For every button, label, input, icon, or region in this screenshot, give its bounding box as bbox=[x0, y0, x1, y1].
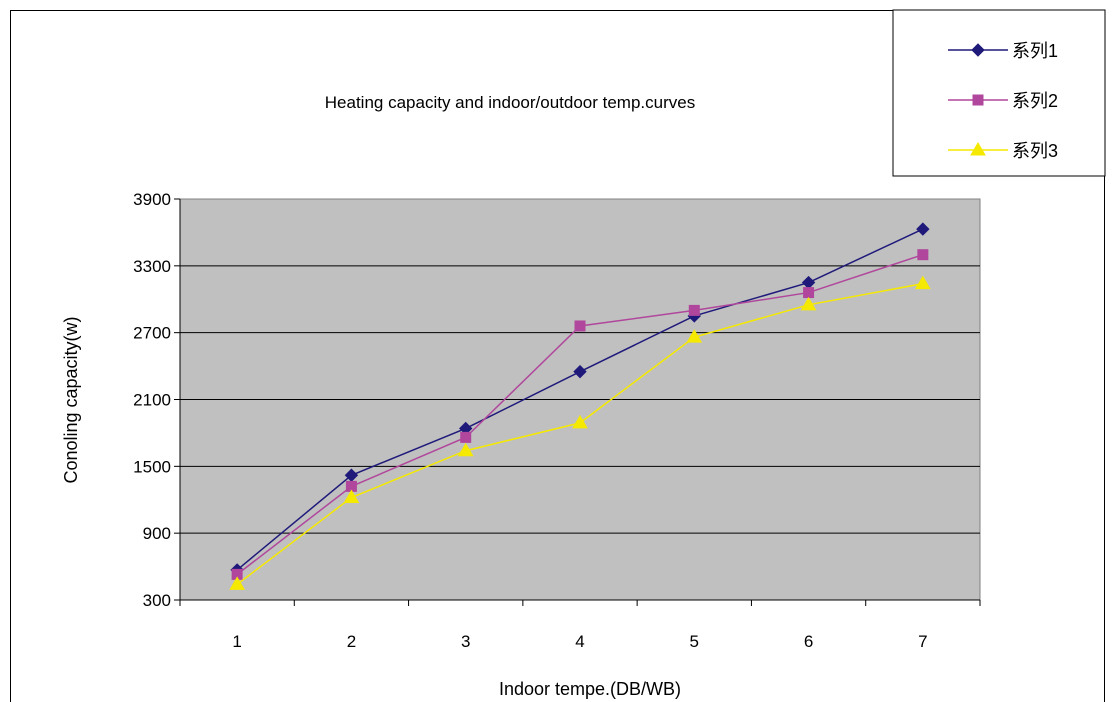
y-tick-label: 300 bbox=[143, 591, 171, 610]
y-tick-label: 3300 bbox=[133, 257, 171, 276]
chart-title: Heating capacity and indoor/outdoor temp… bbox=[325, 93, 695, 112]
x-tick-label: 4 bbox=[575, 632, 584, 651]
x-tick-label: 5 bbox=[690, 632, 699, 651]
legend-label: 系列1 bbox=[1012, 41, 1058, 61]
x-tick-label: 2 bbox=[347, 632, 356, 651]
legend-label: 系列3 bbox=[1012, 141, 1058, 161]
x-axis-title: Indoor tempe.(DB/WB) bbox=[499, 679, 681, 699]
data-point bbox=[914, 275, 931, 290]
legend: 系列1 系列2 系列3 bbox=[892, 9, 1106, 177]
series-1 bbox=[230, 222, 930, 577]
data-point bbox=[572, 414, 588, 429]
data-point bbox=[688, 304, 700, 316]
series-group bbox=[229, 222, 931, 590]
data-point bbox=[916, 222, 930, 236]
data-point bbox=[971, 43, 985, 57]
series-3 bbox=[229, 275, 931, 590]
data-point bbox=[343, 489, 360, 504]
series-2 bbox=[231, 249, 929, 580]
chart-frame bbox=[10, 10, 1105, 702]
x-tick-label: 1 bbox=[232, 632, 241, 651]
y-tick-label: 3900 bbox=[133, 190, 171, 209]
y-axis-title: Conoling capacity(w) bbox=[61, 316, 81, 483]
legend-item-1: 系列1 bbox=[948, 41, 1058, 61]
data-point bbox=[229, 576, 246, 590]
legend-box bbox=[892, 9, 1106, 177]
data-point bbox=[972, 94, 984, 106]
y-tick-label: 900 bbox=[143, 524, 171, 543]
y-tick-label: 2100 bbox=[133, 391, 171, 410]
data-point bbox=[917, 249, 929, 261]
data-point bbox=[970, 142, 986, 156]
axes: 300 900 1500 2100 2700 3300 3900 1 2 3 4 5 6 7 bbox=[133, 190, 981, 651]
data-point bbox=[800, 296, 817, 311]
data-point bbox=[686, 329, 703, 343]
data-point bbox=[803, 287, 815, 299]
legend-label: 系列2 bbox=[1012, 91, 1058, 111]
x-tick-label: 3 bbox=[461, 632, 470, 651]
data-point bbox=[457, 442, 474, 457]
y-tick-label: 1500 bbox=[133, 457, 171, 476]
y-tick-label: 2700 bbox=[133, 324, 171, 343]
data-point bbox=[574, 320, 586, 332]
legend-item-3: 系列3 bbox=[948, 141, 1058, 161]
legend-item-2: 系列2 bbox=[948, 91, 1058, 111]
data-point bbox=[460, 431, 472, 443]
data-point bbox=[573, 364, 587, 379]
x-tick-label: 7 bbox=[918, 632, 927, 651]
x-tick-label: 6 bbox=[804, 632, 813, 651]
